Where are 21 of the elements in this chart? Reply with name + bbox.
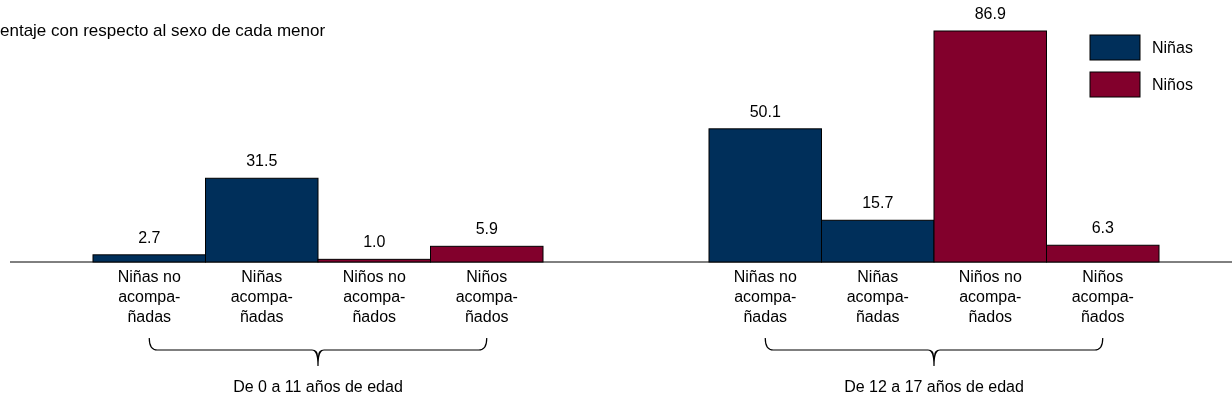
x-tick-label: Niñas acompa- ñadas [846, 268, 909, 325]
data-label: 2.7 [138, 228, 161, 246]
x-tick-label: Niños no acompa- ñados [958, 268, 1022, 325]
data-label: 15.7 [862, 194, 894, 212]
chart-subtitle: entaje con respecto al sexo de cada menor [0, 21, 326, 40]
text: De 12 a 17 años de edad [844, 378, 1024, 395]
legend-label: Niñas [1152, 39, 1193, 56]
data-label: 86.9 [974, 5, 1006, 22]
x-tick-label: Niñas acompa- ñadas [230, 268, 293, 325]
x-tick-label: Niños acompa- ñados [455, 268, 518, 325]
data-label: 5.9 [475, 220, 498, 238]
x-tick-label: Niñas no acompa- ñadas [117, 268, 181, 325]
data-label: 6.3 [1091, 219, 1114, 237]
data-label: 50.1 [749, 102, 781, 120]
legend-label: Niños [1152, 76, 1193, 93]
data-label: 1.0 [363, 233, 386, 251]
data-label: 31.5 [246, 152, 278, 170]
x-tick-label: Niños acompa- ñados [1071, 268, 1134, 325]
x-tick-label: Niñas no acompa- ñadas [733, 268, 797, 325]
text: De 0 a 11 años de edad [233, 378, 403, 395]
x-tick-label: Niños no acompa- ñados [342, 268, 406, 325]
